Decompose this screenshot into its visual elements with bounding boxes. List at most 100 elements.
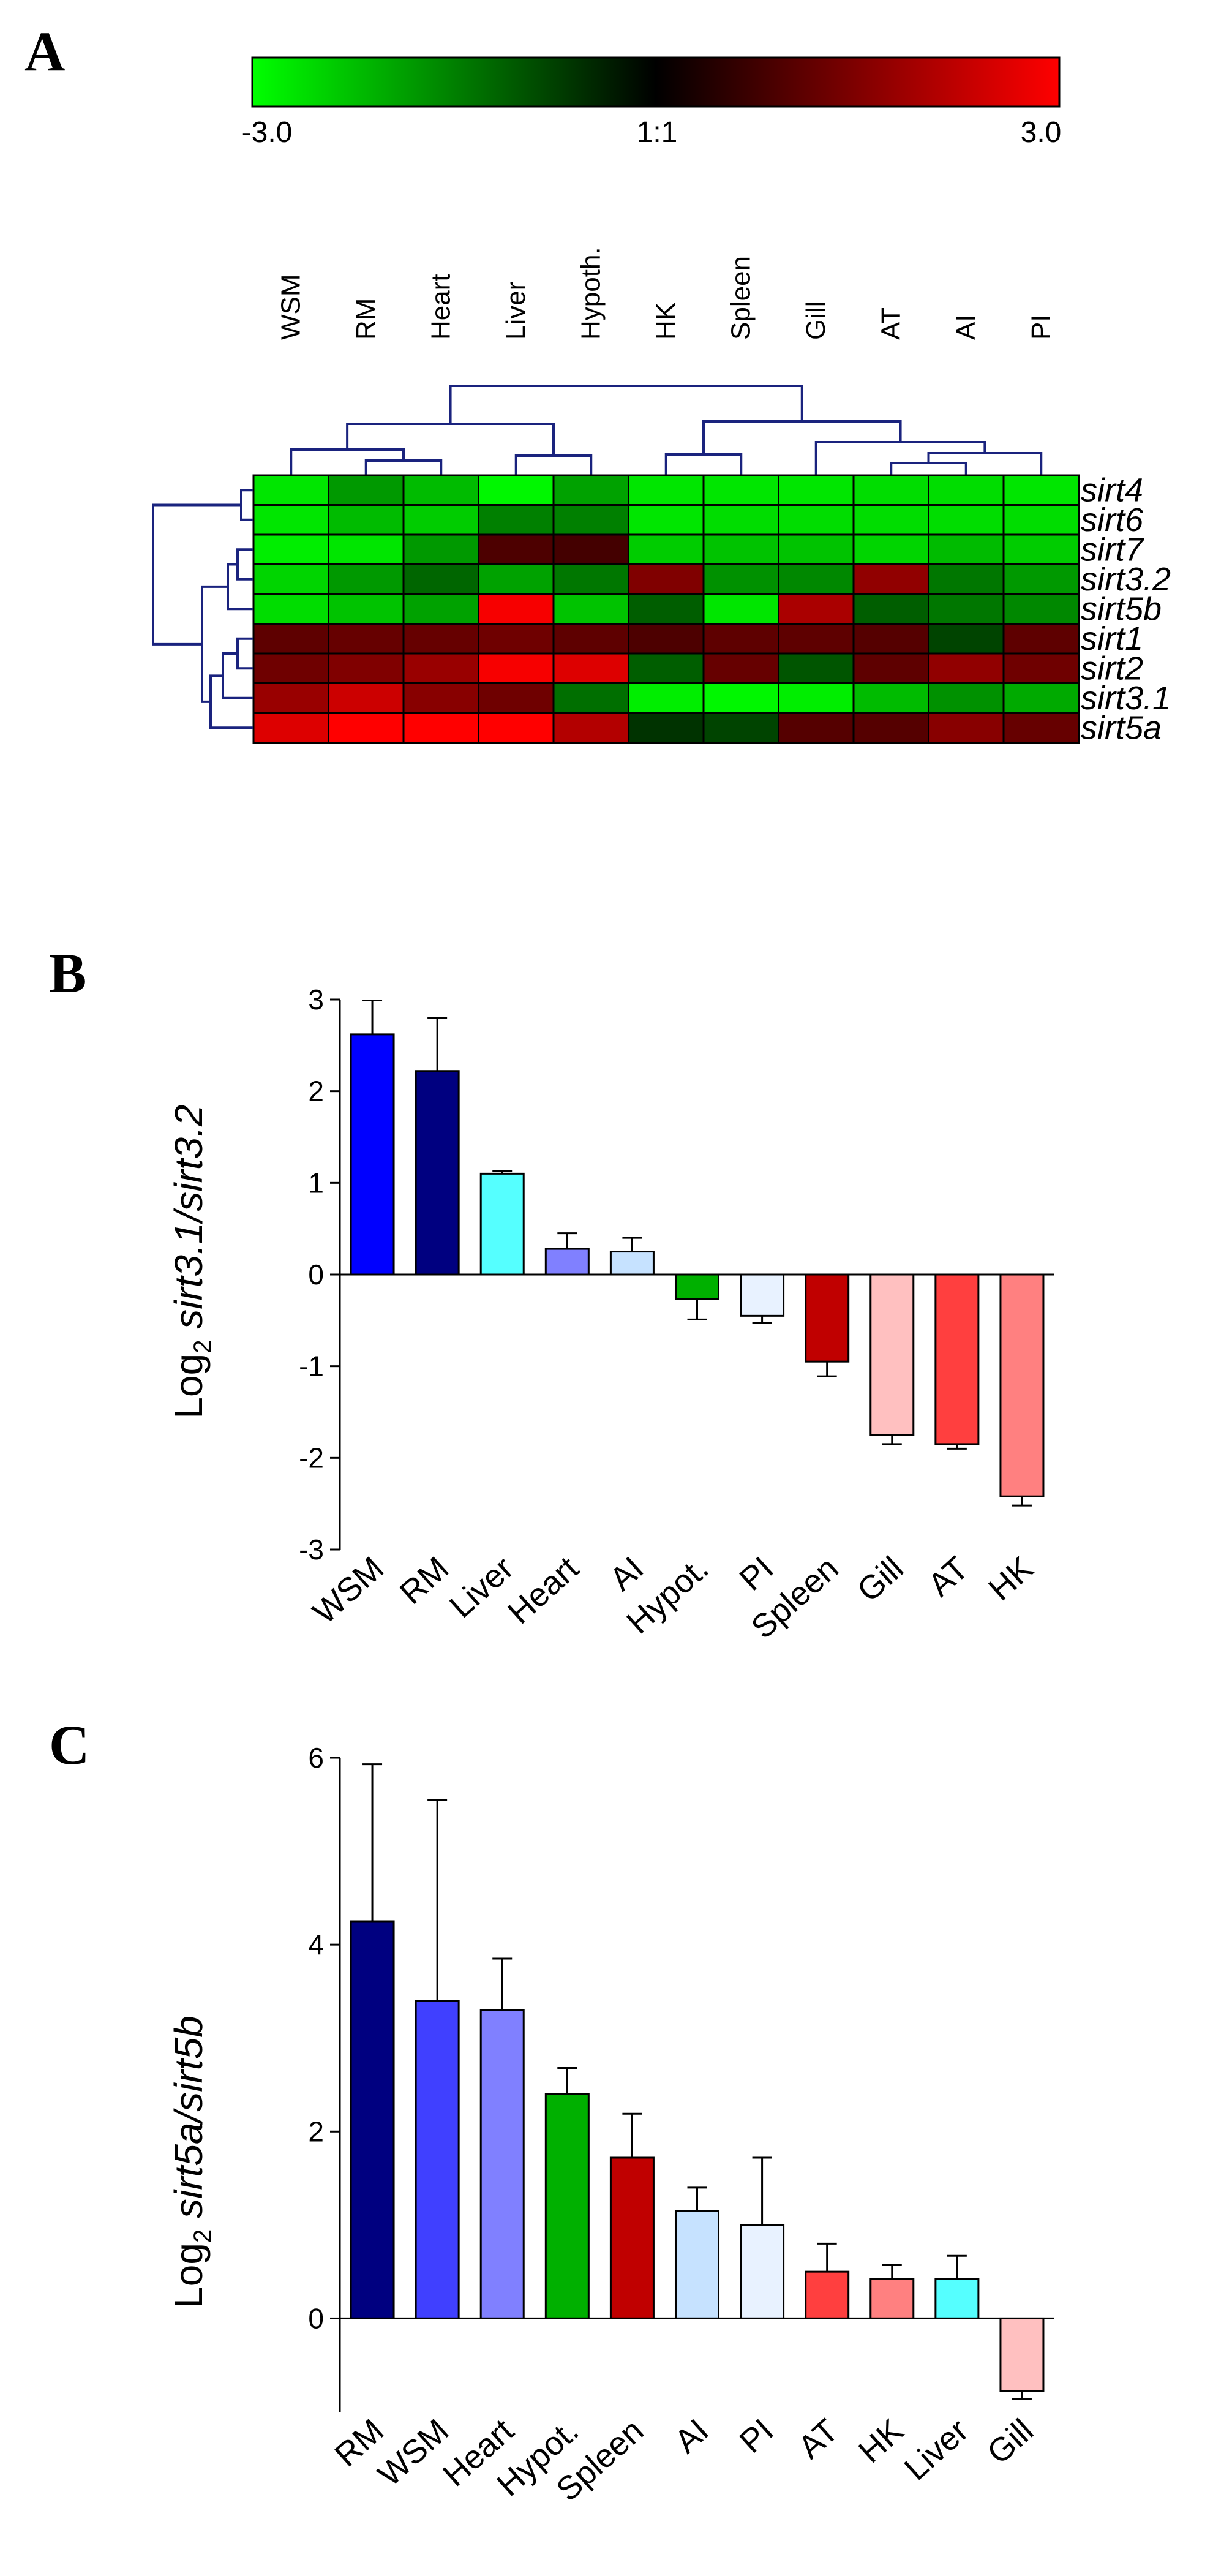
chart-c-bar-hk	[869, 2278, 915, 2319]
heatmap-cell-sirt3-1-ai	[928, 682, 1005, 714]
heatmap-cell-sirt4-heart	[402, 474, 479, 506]
chart-c-y-tick-label: 0	[308, 2302, 324, 2334]
heatmap-cell-sirt4-wsm	[252, 474, 329, 506]
heatmap-cell-sirt5b-liver	[478, 593, 555, 625]
heatmap-cell-sirt5a-hypoth	[552, 712, 629, 744]
heatmap-cell-sirt3-1-heart	[402, 682, 479, 714]
row-dendrogram-branch	[236, 548, 253, 581]
panel-b-letter: B	[49, 942, 86, 1004]
chart-b-bar-heart	[544, 1248, 590, 1276]
heatmap-col-label-pi: PI	[1026, 314, 1056, 340]
heatmap-cell-sirt7-hypoth	[552, 533, 629, 565]
heatmap-cell-sirt5a-at	[852, 712, 929, 744]
chart-b-y-tick-label: 1	[308, 1167, 324, 1199]
chart-c-x-tick-label-wsm: WSM	[371, 2412, 456, 2493]
chart-c-bar-liver	[934, 2278, 980, 2319]
heatmap-col-label-heart: Heart	[426, 274, 456, 340]
chart-b-x-tick-label-gill: Gill	[851, 1550, 911, 1609]
heatmap-cell-sirt5a-wsm	[252, 712, 329, 744]
heatmap-cell-sirt7-hk	[628, 533, 705, 565]
chart-c-bar-pi	[740, 2224, 785, 2319]
chart-c-bar-at	[805, 2270, 850, 2319]
heatmap-row-label-sirt5a: sirt5a	[1081, 709, 1162, 746]
heatmap-cell-sirt2-hk	[628, 652, 705, 684]
heatmap-cell-sirt1-gill	[778, 623, 855, 655]
chart-b-bar-hk	[999, 1273, 1045, 1497]
chart-c-bar-gill	[999, 2317, 1045, 2392]
chart-b-x-tick-label-heart: Heart	[501, 1550, 585, 1631]
heatmap-cell-sirt1-hk	[628, 623, 705, 655]
heatmap-cell-sirt4-ai	[928, 474, 1005, 506]
heatmap-cell-sirt6-gill	[778, 504, 855, 536]
heatmap-cell-sirt5a-ai	[928, 712, 1005, 744]
heatmap-cell-sirt6-heart	[402, 504, 479, 536]
heatmap-cell-sirt5b-spleen	[702, 593, 779, 625]
heatmap-cell-sirt5b-hypoth	[552, 593, 629, 625]
chart-b-y-tick-label: -1	[299, 1350, 324, 1382]
chart-c-x-tick-label-gill: Gill	[980, 2412, 1040, 2471]
heatmap-cell-sirt7-gill	[778, 533, 855, 565]
heatmap-cell-sirt5b-at	[852, 593, 929, 625]
heatmap-row-label-sirt3-2: sirt3.2	[1081, 561, 1171, 598]
chart-c-x-tick-label-ai: AI	[667, 2412, 715, 2460]
chart-b-bar-spleen	[805, 1273, 850, 1363]
heatmap-cell-sirt6-ai	[928, 504, 1005, 536]
heatmap-cell-sirt5a-spleen	[702, 712, 779, 744]
heatmap-cell-sirt3-2-wsm	[252, 563, 329, 595]
chart-b-bar-at	[934, 1273, 980, 1445]
heatmap-cell-sirt5b-ai	[928, 593, 1005, 625]
panel-a-letter: A	[24, 20, 65, 83]
heatmap-cell-sirt6-hk	[628, 504, 705, 536]
chart-c-x-tick-label-pi: PI	[733, 2412, 781, 2460]
chart-b-bar-gill	[869, 1273, 915, 1436]
heatmap-cell-sirt6-hypoth	[552, 504, 629, 536]
heatmap-cell-sirt5a-pi	[1002, 712, 1080, 744]
heatmap-col-label-ai: AI	[951, 314, 981, 340]
chart-c-y-tick-label: 6	[308, 1742, 324, 1774]
heatmap-cell-sirt6-spleen	[702, 504, 779, 536]
heatmap-cell-sirt3-2-gill	[778, 563, 855, 595]
heatmap-cell-sirt4-liver	[478, 474, 555, 506]
heatmap-cell-sirt4-at	[852, 474, 929, 506]
heatmap-row-label-sirt2: sirt2	[1081, 650, 1143, 687]
heatmap-cell-sirt2-ai	[928, 652, 1005, 684]
chart-b-x-tick-label-pi: PI	[733, 1550, 781, 1598]
heatmap-cell-sirt5b-hk	[628, 593, 705, 625]
row-dendrogram-branch	[152, 503, 241, 646]
heatmap-cell-sirt2-spleen	[702, 652, 779, 684]
heatmap-col-label-hypoth: Hypoth.	[576, 247, 606, 340]
chart-b-x-tick-label-at: AT	[921, 1550, 975, 1603]
heatmap-cell-sirt7-liver	[478, 533, 555, 565]
heatmap-cell-sirt6-rm	[328, 504, 405, 536]
heatmap-cell-sirt6-pi	[1002, 504, 1080, 536]
chart-c-y-axis-label: Log2 sirt5a/sirt5b	[167, 2016, 216, 2308]
heatmap-cell-sirt3-1-liver	[478, 682, 555, 714]
heatmap-cell-sirt3-1-hypoth	[552, 682, 629, 714]
column-dendrogram-branch	[290, 448, 405, 475]
heatmap-cell-sirt3-1-hk	[628, 682, 705, 714]
chart-c-bar-wsm	[415, 2000, 460, 2319]
heatmap-row-label-sirt1: sirt1	[1081, 620, 1143, 657]
heatmap-cell-sirt7-spleen	[702, 533, 779, 565]
chart-b-bar-ai	[609, 1251, 655, 1276]
heatmap-column-labels: WSM RM Heart Liver Hypoth. HK Spleen Gill AT AI PI	[276, 247, 1056, 340]
heatmap-cell-sirt4-pi	[1002, 474, 1080, 506]
heatmap-col-label-liver: Liver	[501, 282, 531, 340]
heatmap-cell-sirt3-1-pi	[1002, 682, 1080, 714]
column-dendrogram-branch	[890, 462, 967, 475]
heatmap-cell-sirt1-spleen	[702, 623, 779, 655]
heatmap-cell-sirt3-2-at	[852, 563, 929, 595]
color-scale-mid-label: 1:1	[637, 116, 678, 149]
chart-c-bar-heart	[479, 2009, 525, 2319]
heatmap-cell-sirt2-rm	[328, 652, 405, 684]
heatmap-col-label-spleen: Spleen	[726, 256, 756, 340]
chart-c-bar-rm	[350, 1920, 395, 2319]
chart-c-y-tick-label: 4	[308, 1929, 324, 1960]
column-dendrogram-branch	[346, 423, 555, 456]
heatmap-cell-sirt5a-liver	[478, 712, 555, 744]
heatmap-cell-sirt7-at	[852, 533, 929, 565]
heatmap-cell-sirt6-liver	[478, 504, 555, 536]
heatmap-cell-sirt3-2-heart	[402, 563, 479, 595]
heatmap-grid	[252, 474, 1080, 744]
heatmap-row-label-sirt4: sirt4	[1081, 472, 1143, 508]
